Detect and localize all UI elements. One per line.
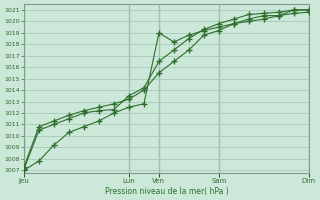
X-axis label: Pression niveau de la mer( hPa ): Pression niveau de la mer( hPa ) [105, 187, 228, 196]
